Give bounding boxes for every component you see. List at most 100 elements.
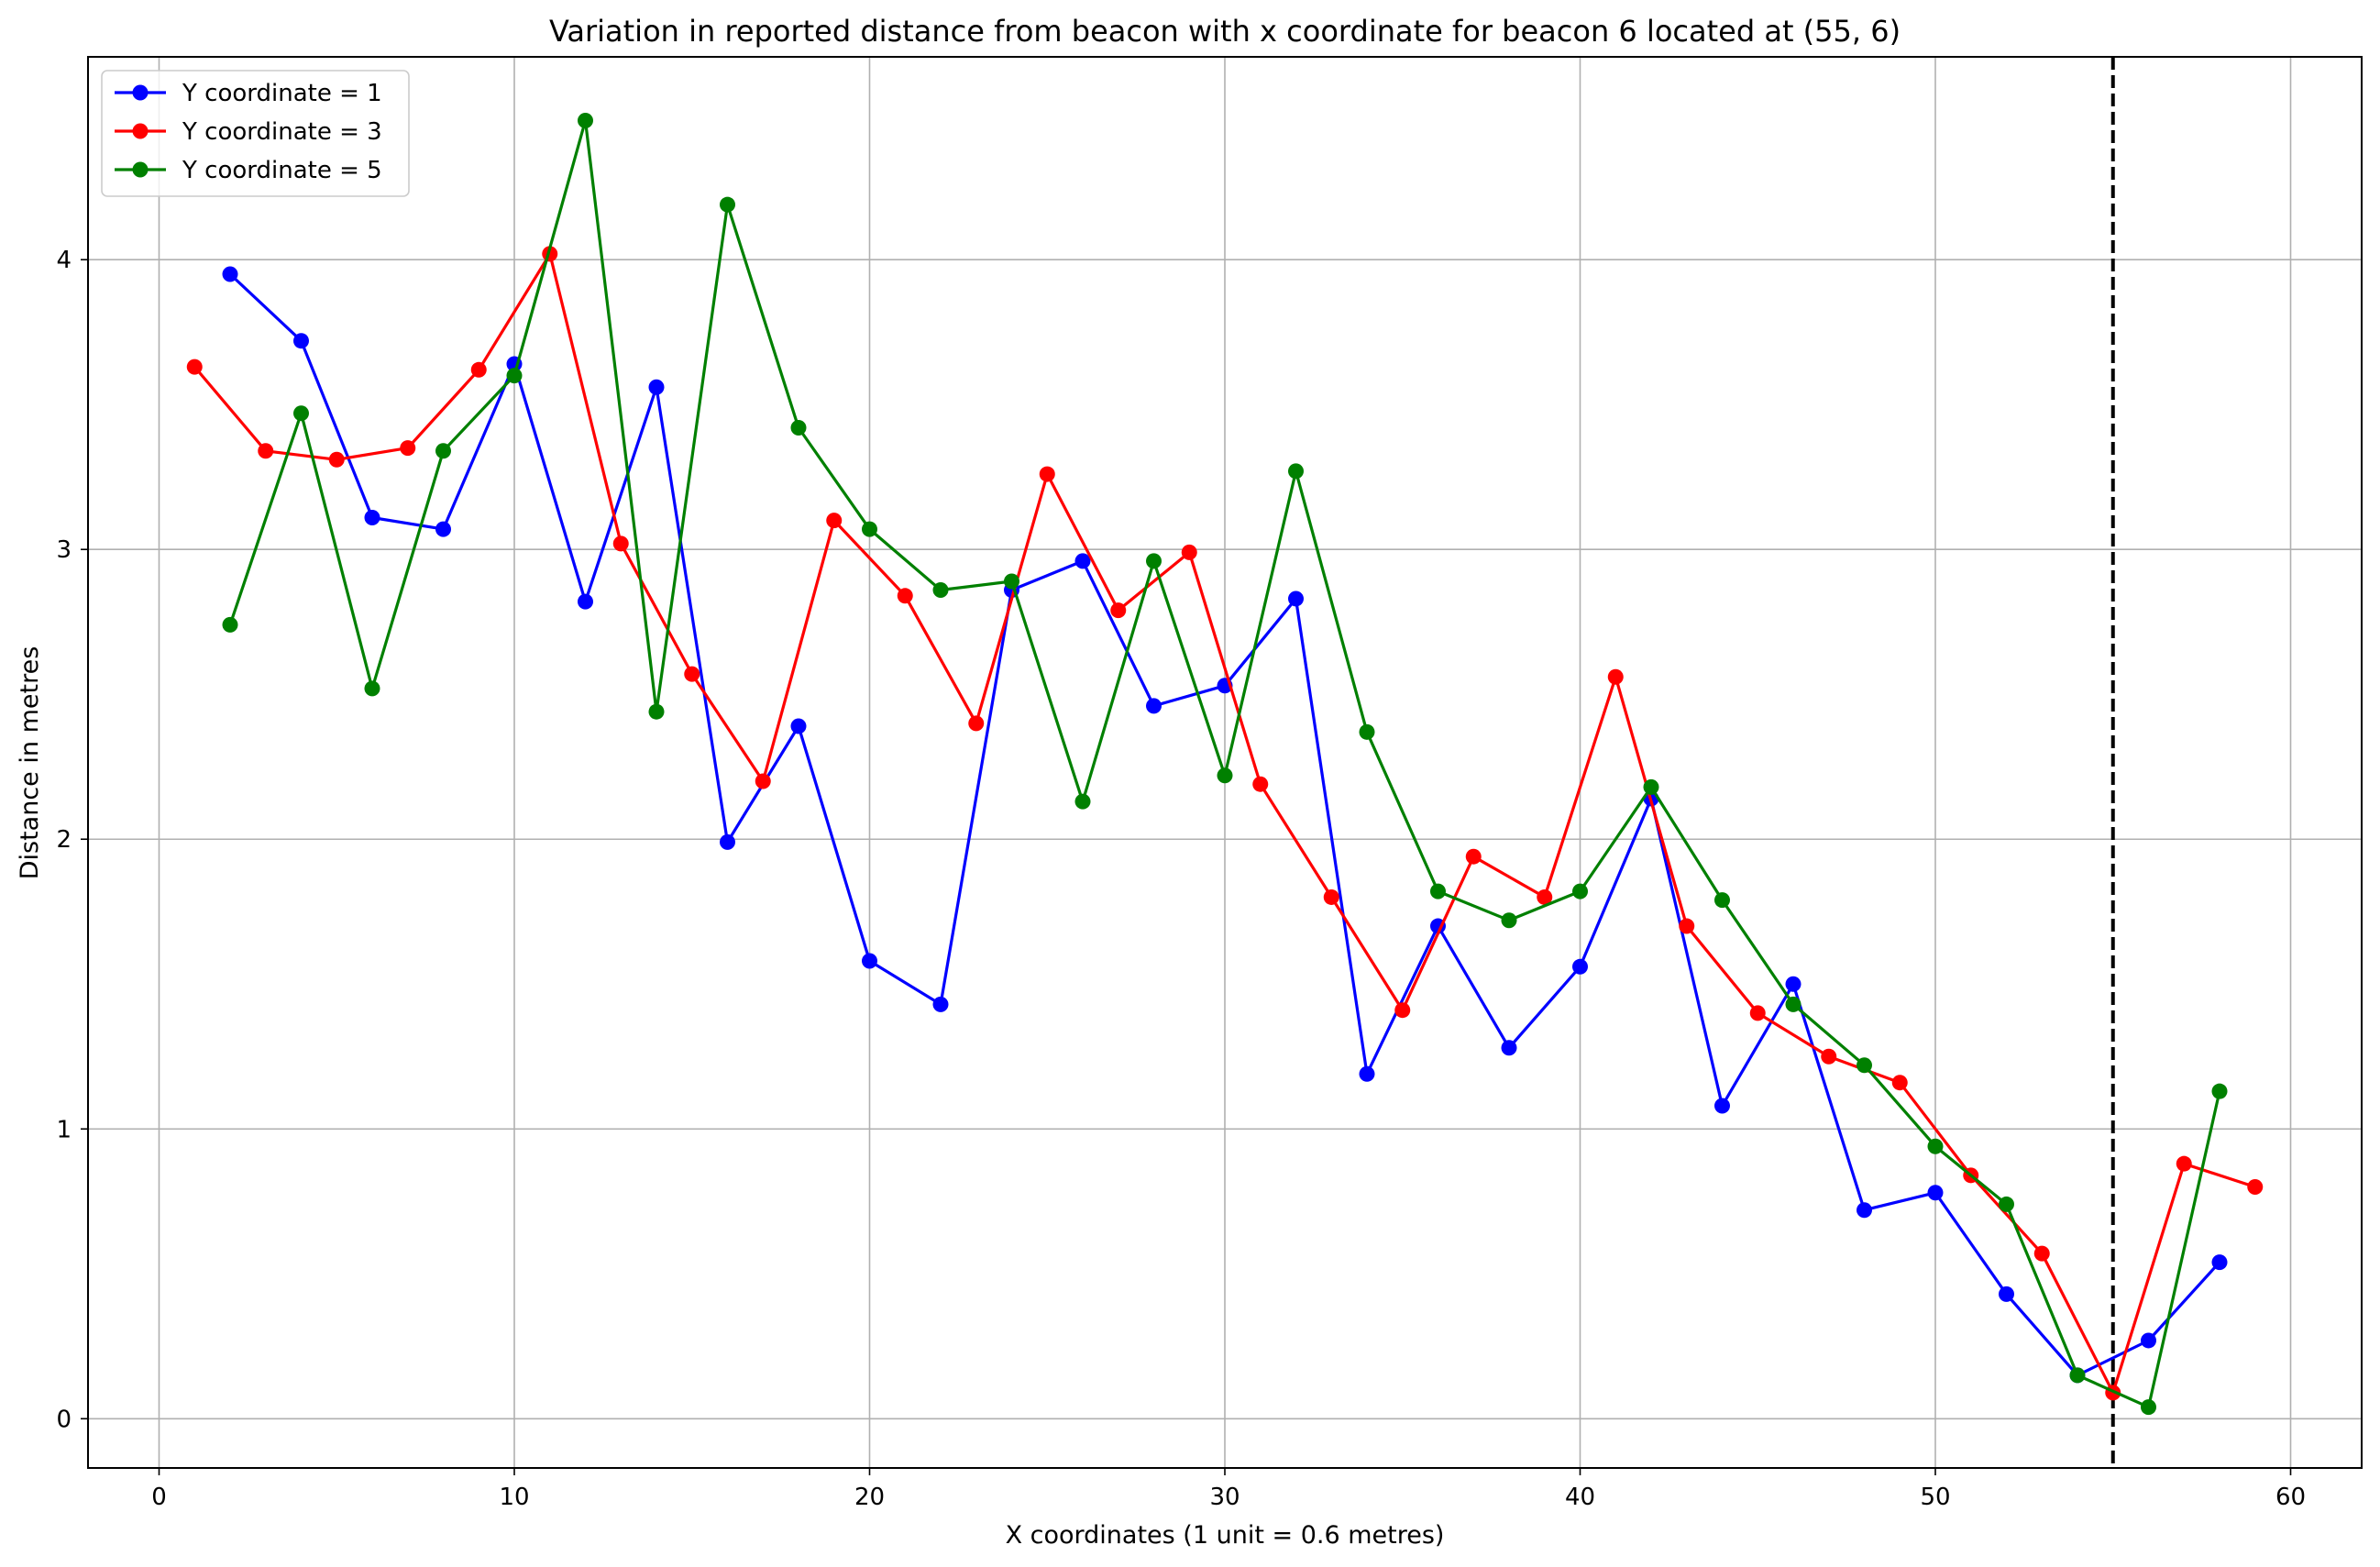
series-line [193,252,2256,1395]
data-point [1181,544,1197,560]
data-point [1537,888,1553,905]
data-point [293,333,309,349]
data-point [2211,1254,2228,1271]
y-tick-label: 0 [56,1406,72,1433]
data-point [1749,1005,1766,1021]
data-point [1821,1048,1837,1065]
x-axis: 0 10 20 30 40 50 60 [151,1468,2306,1511]
data-point [1572,883,1588,899]
data-point [186,359,203,375]
data-point [506,368,523,384]
x-tick-label: 0 [151,1484,167,1511]
legend-item: Y coordinate = 5 [115,157,382,184]
data-point [364,680,380,697]
data-point [720,833,735,850]
x-tick-label: 40 [1565,1484,1595,1511]
data-point [364,509,380,525]
legend-marker [132,161,149,178]
data-point [578,593,593,610]
data-point [1607,668,1624,685]
y-tick-label: 4 [56,247,72,274]
data-point [862,521,877,537]
data-point [1572,958,1588,975]
data-point [1927,1138,1944,1154]
data-point [1146,698,1162,714]
data-point [258,443,274,459]
data-point [1714,892,1730,909]
legend-label: Y coordinate = 5 [182,157,382,184]
data-point [1785,996,1802,1012]
y-axis: 0 1 2 3 4 [56,247,88,1433]
data-point [2247,1178,2264,1195]
data-point [435,521,451,537]
data-point [222,266,238,282]
legend-label: Y coordinate = 1 [182,80,382,107]
data-point [862,953,877,969]
data-point [328,451,345,468]
data-point [293,405,309,422]
legend-marker [132,84,149,101]
x-tick-label: 10 [499,1484,529,1511]
data-point [612,535,629,552]
series-layer [186,113,2264,1416]
y-tick-label: 2 [56,826,72,854]
chart-title: Variation in reported distance from beac… [549,14,1901,49]
data-point [1857,1057,1872,1074]
data-point [1430,883,1446,899]
data-point [1288,463,1304,480]
data-point [1394,1002,1411,1019]
legend: Y coordinate = 1 Y coordinate = 3 Y coordi… [101,70,410,197]
data-point [2176,1155,2192,1172]
legend-box [101,70,410,197]
data-point [1252,776,1269,792]
data-point [222,616,238,633]
data-point [1074,793,1091,810]
data-point [1679,918,1695,934]
data-point [1004,573,1019,590]
data-point [1323,888,1339,905]
data-point [1643,778,1659,795]
x-tick-label: 30 [1209,1484,1240,1511]
data-point [790,718,807,734]
data-point [1714,1098,1730,1114]
data-point [1217,767,1233,784]
data-point [684,666,700,682]
data-point [1288,590,1304,607]
data-point [897,588,913,604]
series-3 [222,113,2228,1416]
data-point [1359,723,1375,740]
data-point [1501,912,1517,929]
data-point [400,440,416,457]
data-point [1146,553,1162,569]
data-point [1999,1286,2014,1302]
data-point [435,443,451,459]
data-point [932,581,949,598]
x-tick-label: 60 [2275,1484,2306,1511]
data-point [1465,848,1482,865]
data-point [790,420,807,436]
data-point [1927,1185,1944,1201]
data-point [1039,466,1055,482]
data-point [2069,1367,2086,1384]
data-point [968,715,985,732]
data-point [1501,1040,1517,1056]
data-point [755,773,771,789]
data-point [2033,1245,2050,1262]
data-point [648,379,665,395]
data-point [2141,1332,2156,1349]
y-tick-label: 1 [56,1116,72,1143]
legend-marker [132,123,149,139]
legend-label: Y coordinate = 3 [182,118,382,146]
legend-item: Y coordinate = 3 [115,118,382,146]
data-point [1785,976,1802,992]
data-point [1074,553,1091,569]
data-point [1891,1075,1908,1091]
data-point [720,196,735,213]
data-point [1110,602,1127,619]
data-point [2141,1399,2156,1416]
data-point [2211,1083,2228,1099]
x-tick-label: 20 [854,1484,885,1511]
data-point [1857,1202,1872,1219]
